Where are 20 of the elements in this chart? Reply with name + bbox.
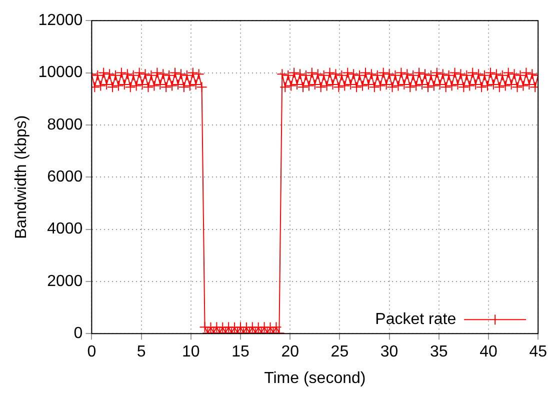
x-tick-label: 40 <box>480 344 498 361</box>
x-tick-label: 45 <box>529 344 548 361</box>
x-tick-label: 10 <box>182 344 200 361</box>
y-tick-label: 12000 <box>38 12 83 30</box>
y-tick-label: 4000 <box>47 220 83 238</box>
y-tick-label: 6000 <box>47 168 83 186</box>
y-tick-label: 8000 <box>47 116 83 134</box>
y-axis-title: Bandwidth (kbps) <box>13 115 30 239</box>
y-tick-label: 10000 <box>38 64 83 82</box>
x-tick-label: 15 <box>232 344 250 361</box>
x-tick-label: 30 <box>380 344 398 361</box>
y-tick-label: 0 <box>74 325 83 342</box>
legend-label: Packet rate <box>375 311 456 328</box>
x-tick-label: 20 <box>281 344 300 361</box>
x-tick-label: 0 <box>87 344 96 361</box>
y-tick-label: 2000 <box>47 272 83 290</box>
x-tick-label: 35 <box>430 344 448 361</box>
x-tick-label: 5 <box>136 344 146 361</box>
x-axis-title: Time (second) <box>264 370 366 387</box>
x-tick-label: 25 <box>330 344 349 361</box>
